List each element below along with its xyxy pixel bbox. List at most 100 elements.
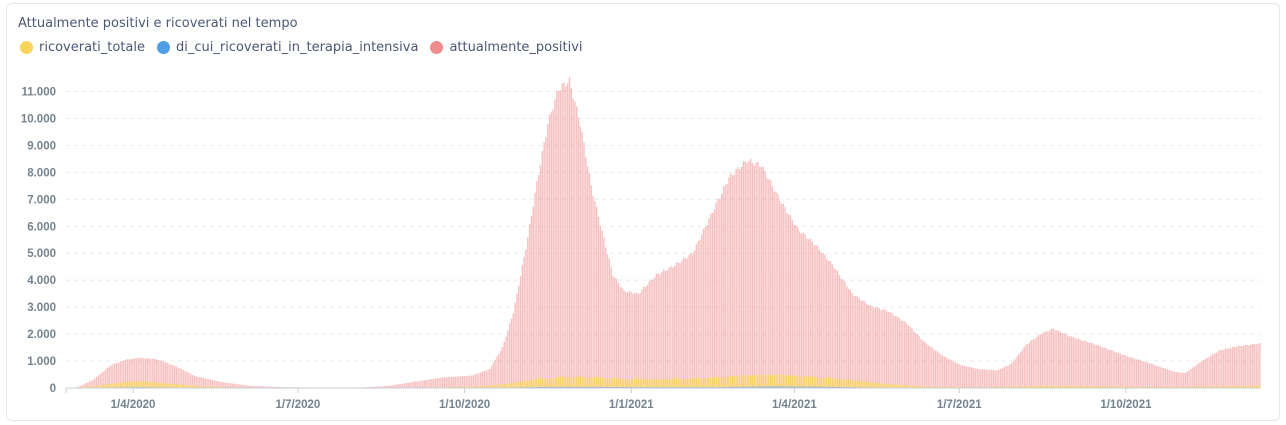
bar [896, 316, 899, 388]
bar [695, 378, 698, 388]
bar [784, 386, 786, 388]
bar [1070, 336, 1073, 388]
bar [197, 385, 199, 388]
bar [778, 200, 781, 388]
bar [1134, 386, 1136, 388]
bar [445, 377, 447, 388]
bar [858, 298, 861, 388]
bar [730, 386, 732, 388]
bar [554, 377, 556, 388]
bar [800, 233, 803, 388]
bar [764, 375, 766, 388]
bar [1115, 352, 1118, 388]
bar [657, 379, 659, 388]
bar [519, 276, 522, 388]
bar [233, 383, 236, 388]
bar [550, 112, 553, 389]
bar [1240, 346, 1243, 388]
bar [878, 383, 881, 388]
bar [521, 381, 524, 388]
bar [1054, 385, 1056, 388]
bar [1083, 386, 1085, 388]
bar [884, 309, 886, 388]
bar [686, 378, 688, 388]
bar [1188, 370, 1190, 388]
bar [831, 378, 833, 388]
bar [684, 258, 687, 388]
bar [887, 384, 890, 388]
bar [856, 296, 859, 388]
bar [865, 381, 868, 388]
bar [195, 385, 197, 388]
bar [1221, 386, 1223, 388]
bar [606, 377, 609, 388]
bar [661, 271, 663, 388]
bar [755, 375, 757, 388]
bar [1186, 386, 1189, 388]
bar [940, 386, 942, 388]
bar [521, 264, 524, 388]
bar [867, 305, 870, 388]
bar [874, 307, 877, 388]
bar [536, 379, 538, 388]
bar [1099, 386, 1102, 388]
bar [94, 386, 96, 388]
bar [215, 380, 217, 388]
bar [793, 386, 795, 388]
bar [824, 377, 826, 388]
bar [456, 386, 458, 388]
bar [804, 386, 806, 388]
bar [148, 358, 150, 388]
bar [639, 292, 641, 388]
bar [458, 376, 460, 388]
bar [1259, 343, 1261, 388]
bar [376, 386, 379, 388]
legend-item-terapia-intensiva[interactable]: di_cui_ricoverati_in_terapia_intensiva [157, 40, 418, 55]
bar [481, 371, 484, 388]
bar [132, 358, 134, 388]
legend-label-terapia-intensiva: di_cui_ricoverati_in_terapia_intensiva [176, 40, 419, 55]
bar [1121, 354, 1123, 388]
bar [733, 174, 736, 388]
bar [1016, 386, 1018, 388]
legend-item-ricoverati-totale[interactable]: ricoverati_totale [20, 40, 145, 55]
bar [454, 386, 457, 388]
bar [907, 325, 910, 388]
bar [1074, 386, 1076, 388]
bar [849, 290, 852, 388]
bar [786, 213, 788, 388]
legend-item-attualmente-positivi[interactable]: attualmente_positivi [430, 40, 583, 55]
bar [880, 309, 882, 388]
bar [913, 385, 915, 388]
bar [961, 365, 964, 388]
bar [795, 375, 797, 388]
bar [891, 312, 893, 388]
bar [510, 383, 513, 388]
y-tick-label: 1.000 [27, 356, 56, 368]
bar [786, 375, 788, 388]
bar [842, 279, 844, 388]
bar [889, 311, 891, 388]
bar [817, 377, 819, 388]
bar [467, 386, 469, 388]
bar [1183, 386, 1185, 388]
bar [605, 247, 607, 388]
bar [1027, 343, 1029, 388]
bar [903, 321, 906, 388]
bar [1101, 347, 1103, 388]
bar [965, 366, 967, 388]
bar [1054, 330, 1056, 388]
bar [1119, 353, 1121, 388]
bar [1076, 338, 1078, 388]
bar [590, 185, 592, 388]
bar [1077, 386, 1080, 388]
bar [126, 359, 129, 388]
bar [1257, 343, 1259, 388]
bar [1000, 368, 1002, 388]
bar [133, 358, 136, 388]
bar [1012, 386, 1015, 388]
bar [481, 386, 484, 388]
bar [682, 257, 685, 388]
bar [179, 368, 181, 388]
bar [1018, 386, 1020, 388]
